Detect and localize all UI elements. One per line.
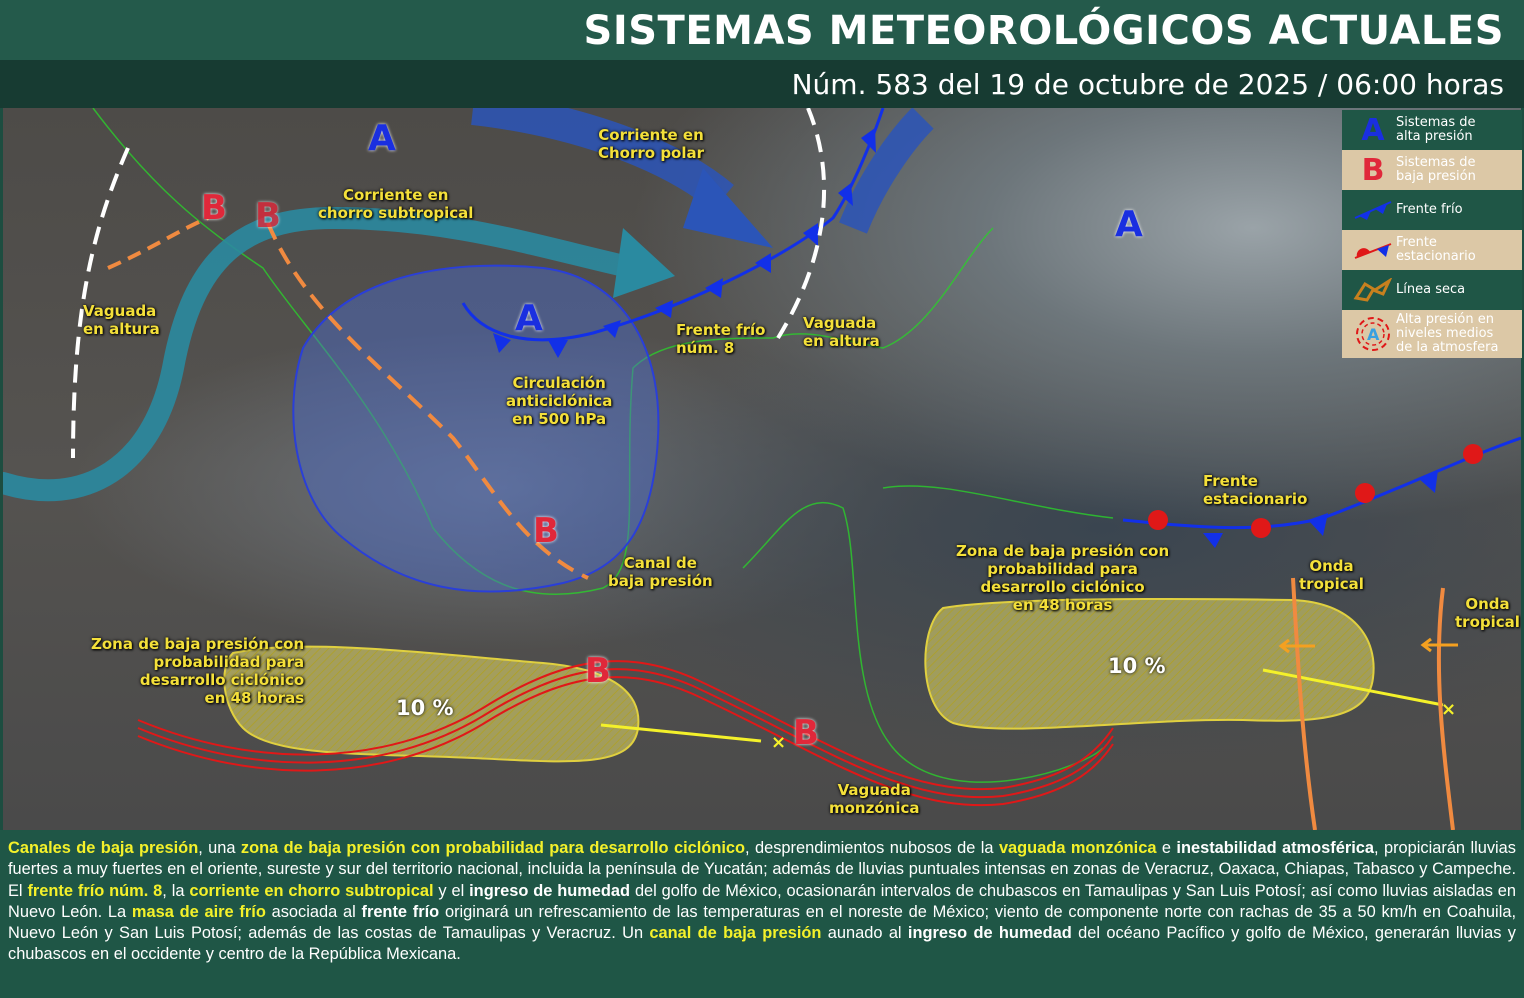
summary-text: asociada al bbox=[265, 902, 362, 921]
legend-label: Frente estacionario bbox=[1396, 235, 1476, 264]
label-subtropical-jet: Corriente en chorro subtropical bbox=[318, 186, 474, 222]
summary-highlight: zona de baja presión con probabilidad pa… bbox=[240, 839, 746, 857]
label-stationary-front: Frente estacionario bbox=[1203, 472, 1308, 508]
low-pressure-letter: B bbox=[793, 713, 819, 753]
cold-front-triangles bbox=[493, 128, 876, 358]
legend-label: Sistemas de baja presión bbox=[1396, 155, 1476, 184]
label-cyclone-zone-caribbean: Zona de baja presión con probabilidad pa… bbox=[956, 542, 1170, 614]
summary-highlight: frente frío núm. 8 bbox=[27, 881, 163, 900]
bulletin-summary: Canales de baja presión, una zona de baj… bbox=[0, 830, 1524, 998]
anticyclone-area bbox=[292, 264, 660, 593]
summary-text: , una bbox=[198, 839, 241, 857]
summary-text: del golfo de México, ocasionarán interva… bbox=[8, 881, 1517, 921]
polar-jet-arrowhead bbox=[683, 168, 773, 248]
legend-item-mid-level-high: A Alta presión en niveles medios de la at… bbox=[1342, 310, 1522, 358]
high-pressure-letter: A bbox=[515, 298, 543, 339]
legend-label: Sistemas de alta presión bbox=[1396, 115, 1476, 144]
summary-text: e bbox=[1156, 839, 1177, 857]
stationary-front-line bbox=[1122, 436, 1521, 530]
summary-text: del océano Pacífico y golfo de México, g… bbox=[8, 924, 1516, 964]
upper-trough-gulf bbox=[776, 108, 826, 340]
page-title: SISTEMAS METEOROLÓGICOS ACTUALES bbox=[583, 8, 1504, 54]
polar-jet-stream-2 bbox=[839, 108, 934, 234]
label-upper-trough-gulf: Vaguada en altura bbox=[803, 314, 880, 350]
subtropical-jet-stream bbox=[3, 206, 644, 502]
summary-text: originará un refrescamiento de las tempe… bbox=[8, 902, 1517, 943]
summary-text: , la bbox=[162, 881, 190, 900]
high-pressure-letter: A bbox=[368, 118, 396, 159]
stationary-front-symbols bbox=[1148, 444, 1483, 548]
legend-item-high: A Sistemas de alta presión bbox=[1342, 110, 1522, 150]
label-tropical-wave-1: Onda tropical bbox=[1299, 557, 1364, 593]
legend-item-cold-front: Frente frío bbox=[1342, 190, 1522, 230]
cyclone-zone-caribbean bbox=[924, 597, 1375, 730]
legend: A Sistemas de alta presión B Sistemas de b… bbox=[1342, 110, 1522, 358]
monsoon-trough bbox=[137, 660, 1114, 807]
legend-item-dry-line: Línea seca bbox=[1342, 270, 1522, 310]
title-bar: SISTEMAS METEOROLÓGICOS ACTUALES bbox=[0, 0, 1524, 60]
zone-axis-caribbean bbox=[1262, 668, 1444, 707]
weather-map: × × A A A B B B B B Corriente en Chorro … bbox=[3, 108, 1521, 830]
label-monsoon-trough: Vaguada monzónica bbox=[829, 781, 920, 817]
summary-text: , propiciarán lluvias fuertes a muy fuer… bbox=[8, 839, 1516, 900]
label-polar-jet: Corriente en Chorro polar bbox=[598, 126, 705, 162]
low-pressure-letter: B bbox=[585, 651, 611, 691]
summary-highlight: Canales de baja presión bbox=[8, 839, 199, 857]
legend-label: Línea seca bbox=[1396, 282, 1466, 297]
probability-pacific: 10 % bbox=[396, 696, 454, 720]
zone-axis-pacific bbox=[600, 723, 762, 743]
mid-level-high-icon: A bbox=[1350, 314, 1396, 354]
wave-direction-arrow-icon bbox=[1278, 638, 1315, 654]
map-overlays: × × bbox=[3, 108, 1521, 830]
label-cold-front: Frente frío núm. 8 bbox=[676, 321, 766, 357]
low-center-marker-icon: × bbox=[771, 732, 786, 753]
summary-highlight: frente frío bbox=[361, 902, 440, 921]
high-pressure-icon: A bbox=[1361, 112, 1385, 148]
legend-label: Frente frío bbox=[1396, 202, 1463, 217]
probability-caribbean: 10 % bbox=[1108, 654, 1166, 678]
coastline bbox=[92, 108, 1114, 783]
bulletin-number-date: Núm. 583 del 19 de octubre de 2025 / 06:… bbox=[791, 68, 1504, 101]
tropical-wave-2 bbox=[1436, 587, 1455, 830]
summary-highlight: canal de baja presión bbox=[649, 924, 822, 943]
legend-label: Alta presión en niveles medios de la atm… bbox=[1396, 312, 1499, 355]
cyclone-zone-pacific bbox=[223, 645, 640, 763]
svg-text:A: A bbox=[1367, 325, 1380, 344]
low-pressure-letter: B bbox=[533, 511, 559, 551]
high-pressure-letter: A bbox=[1115, 204, 1143, 245]
subtitle-bar: Núm. 583 del 19 de octubre de 2025 / 06:… bbox=[0, 60, 1524, 108]
summary-highlight: corriente en chorro subtropical bbox=[189, 881, 434, 900]
wave-direction-arrow-icon bbox=[1420, 637, 1458, 653]
label-upper-trough-west: Vaguada en altura bbox=[83, 302, 160, 338]
low-pressure-letter: B bbox=[201, 188, 227, 228]
low-pressure-icon: B bbox=[1361, 152, 1385, 188]
legend-item-low: B Sistemas de baja presión bbox=[1342, 150, 1522, 190]
label-low-pressure-trough: Canal de baja presión bbox=[608, 554, 713, 590]
subtropical-jet-arrowhead bbox=[613, 228, 675, 298]
summary-text: aunado al bbox=[821, 924, 908, 943]
low-pressure-trough-nw bbox=[107, 216, 209, 270]
legend-item-stationary-front: Frente estacionario bbox=[1342, 230, 1522, 270]
polar-jet-stream bbox=[471, 108, 734, 212]
summary-highlight: ingreso de humedad bbox=[469, 881, 631, 900]
low-center-marker-icon: × bbox=[1441, 699, 1456, 720]
stationary-front-icon bbox=[1350, 240, 1396, 260]
label-anticyclone: Circulación anticiclónica en 500 hPa bbox=[506, 374, 613, 428]
dry-line-icon bbox=[1350, 278, 1396, 302]
label-cyclone-zone-pacific: Zona de baja presión con probabilidad pa… bbox=[91, 635, 305, 707]
summary-highlight: masa de aire frío bbox=[131, 902, 266, 921]
upper-trough-west bbox=[71, 147, 130, 459]
tropical-wave-1 bbox=[1291, 577, 1317, 830]
low-pressure-letter: B bbox=[255, 196, 281, 236]
summary-text: , desprendimientos nubosos de la bbox=[745, 839, 999, 857]
summary-highlight: vaguada monzónica bbox=[998, 839, 1157, 857]
summary-text: y el bbox=[433, 881, 470, 900]
label-tropical-wave-2: Onda tropical bbox=[1455, 595, 1520, 631]
cold-front-icon bbox=[1350, 200, 1396, 220]
summary-highlight: inestabilidad atmosférica bbox=[1176, 839, 1374, 857]
summary-highlight: ingreso de humedad bbox=[907, 924, 1072, 943]
